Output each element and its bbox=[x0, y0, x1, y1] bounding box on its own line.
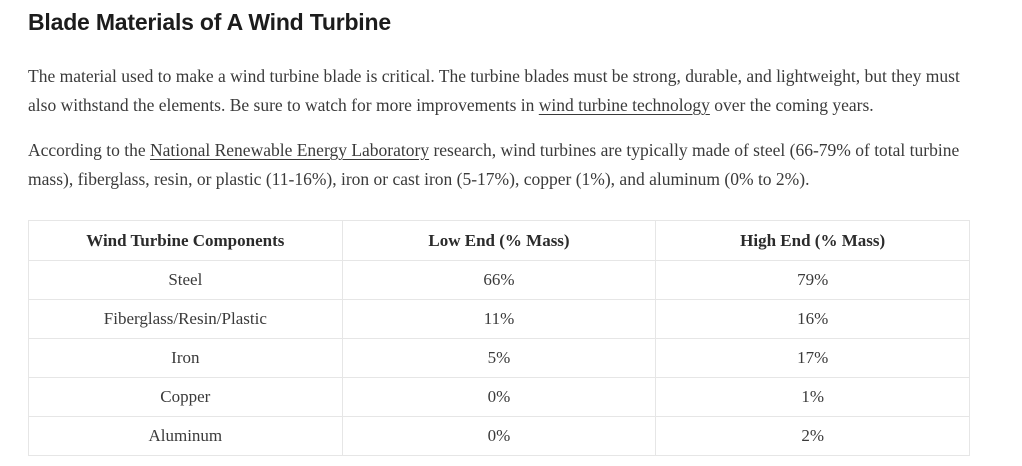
component-cell: Steel bbox=[28, 260, 343, 300]
table-row-copper: Copper 0% 1% bbox=[28, 377, 970, 417]
low-end-cell: 5% bbox=[341, 338, 657, 378]
component-cell: Copper bbox=[28, 377, 343, 417]
nrel-paragraph-text-pre: According to the bbox=[28, 140, 150, 160]
page-title: Blade Materials of A Wind Turbine bbox=[28, 9, 391, 35]
component-cell: Iron bbox=[28, 338, 343, 378]
high-end-cell: 79% bbox=[655, 260, 970, 300]
table-row-fiberglass: Fiberglass/Resin/Plastic 11% 16% bbox=[28, 299, 970, 339]
low-end-cell: 0% bbox=[341, 377, 657, 417]
table-header-row: Wind Turbine Components Low End (% Mass)… bbox=[28, 220, 970, 261]
high-end-cell: 17% bbox=[655, 338, 970, 378]
table-row-aluminum: Aluminum 0% 2% bbox=[28, 416, 970, 456]
column-header-high-end: High End (% Mass) bbox=[655, 220, 970, 261]
low-end-cell: 0% bbox=[341, 416, 657, 456]
wind-turbine-technology-link[interactable]: wind turbine technology bbox=[538, 95, 710, 115]
column-header-components: Wind Turbine Components bbox=[28, 220, 343, 261]
materials-table-body: Steel 66% 79% Fiberglass/Resin/Plastic 1… bbox=[28, 260, 970, 456]
column-header-low-end: Low End (% Mass) bbox=[341, 220, 657, 261]
nrel-link[interactable]: National Renewable Energy Laboratory bbox=[149, 140, 430, 160]
materials-table: Wind Turbine Components Low End (% Mass)… bbox=[28, 220, 970, 456]
materials-table-head: Wind Turbine Components Low End (% Mass)… bbox=[28, 220, 970, 261]
low-end-cell: 66% bbox=[341, 260, 657, 300]
high-end-cell: 1% bbox=[655, 377, 970, 417]
intro-paragraph: The material used to make a wind turbine… bbox=[28, 62, 970, 120]
intro-paragraph-text-post: over the coming years. bbox=[709, 95, 874, 115]
component-cell: Aluminum bbox=[28, 416, 343, 456]
table-row-iron: Iron 5% 17% bbox=[28, 338, 970, 378]
nrel-paragraph: According to the National Renewable Ener… bbox=[28, 136, 970, 194]
high-end-cell: 2% bbox=[655, 416, 970, 456]
article-content: Blade Materials of A Wind Turbine The ma… bbox=[28, 9, 970, 456]
component-cell: Fiberglass/Resin/Plastic bbox=[28, 299, 343, 339]
low-end-cell: 11% bbox=[341, 299, 657, 339]
table-row-steel: Steel 66% 79% bbox=[28, 260, 970, 300]
high-end-cell: 16% bbox=[655, 299, 970, 339]
nrel-paragraph-text-post: research, wind turbines are typically ma… bbox=[28, 140, 960, 189]
intro-paragraph-text-pre: The material used to make a wind turbine… bbox=[28, 66, 960, 115]
